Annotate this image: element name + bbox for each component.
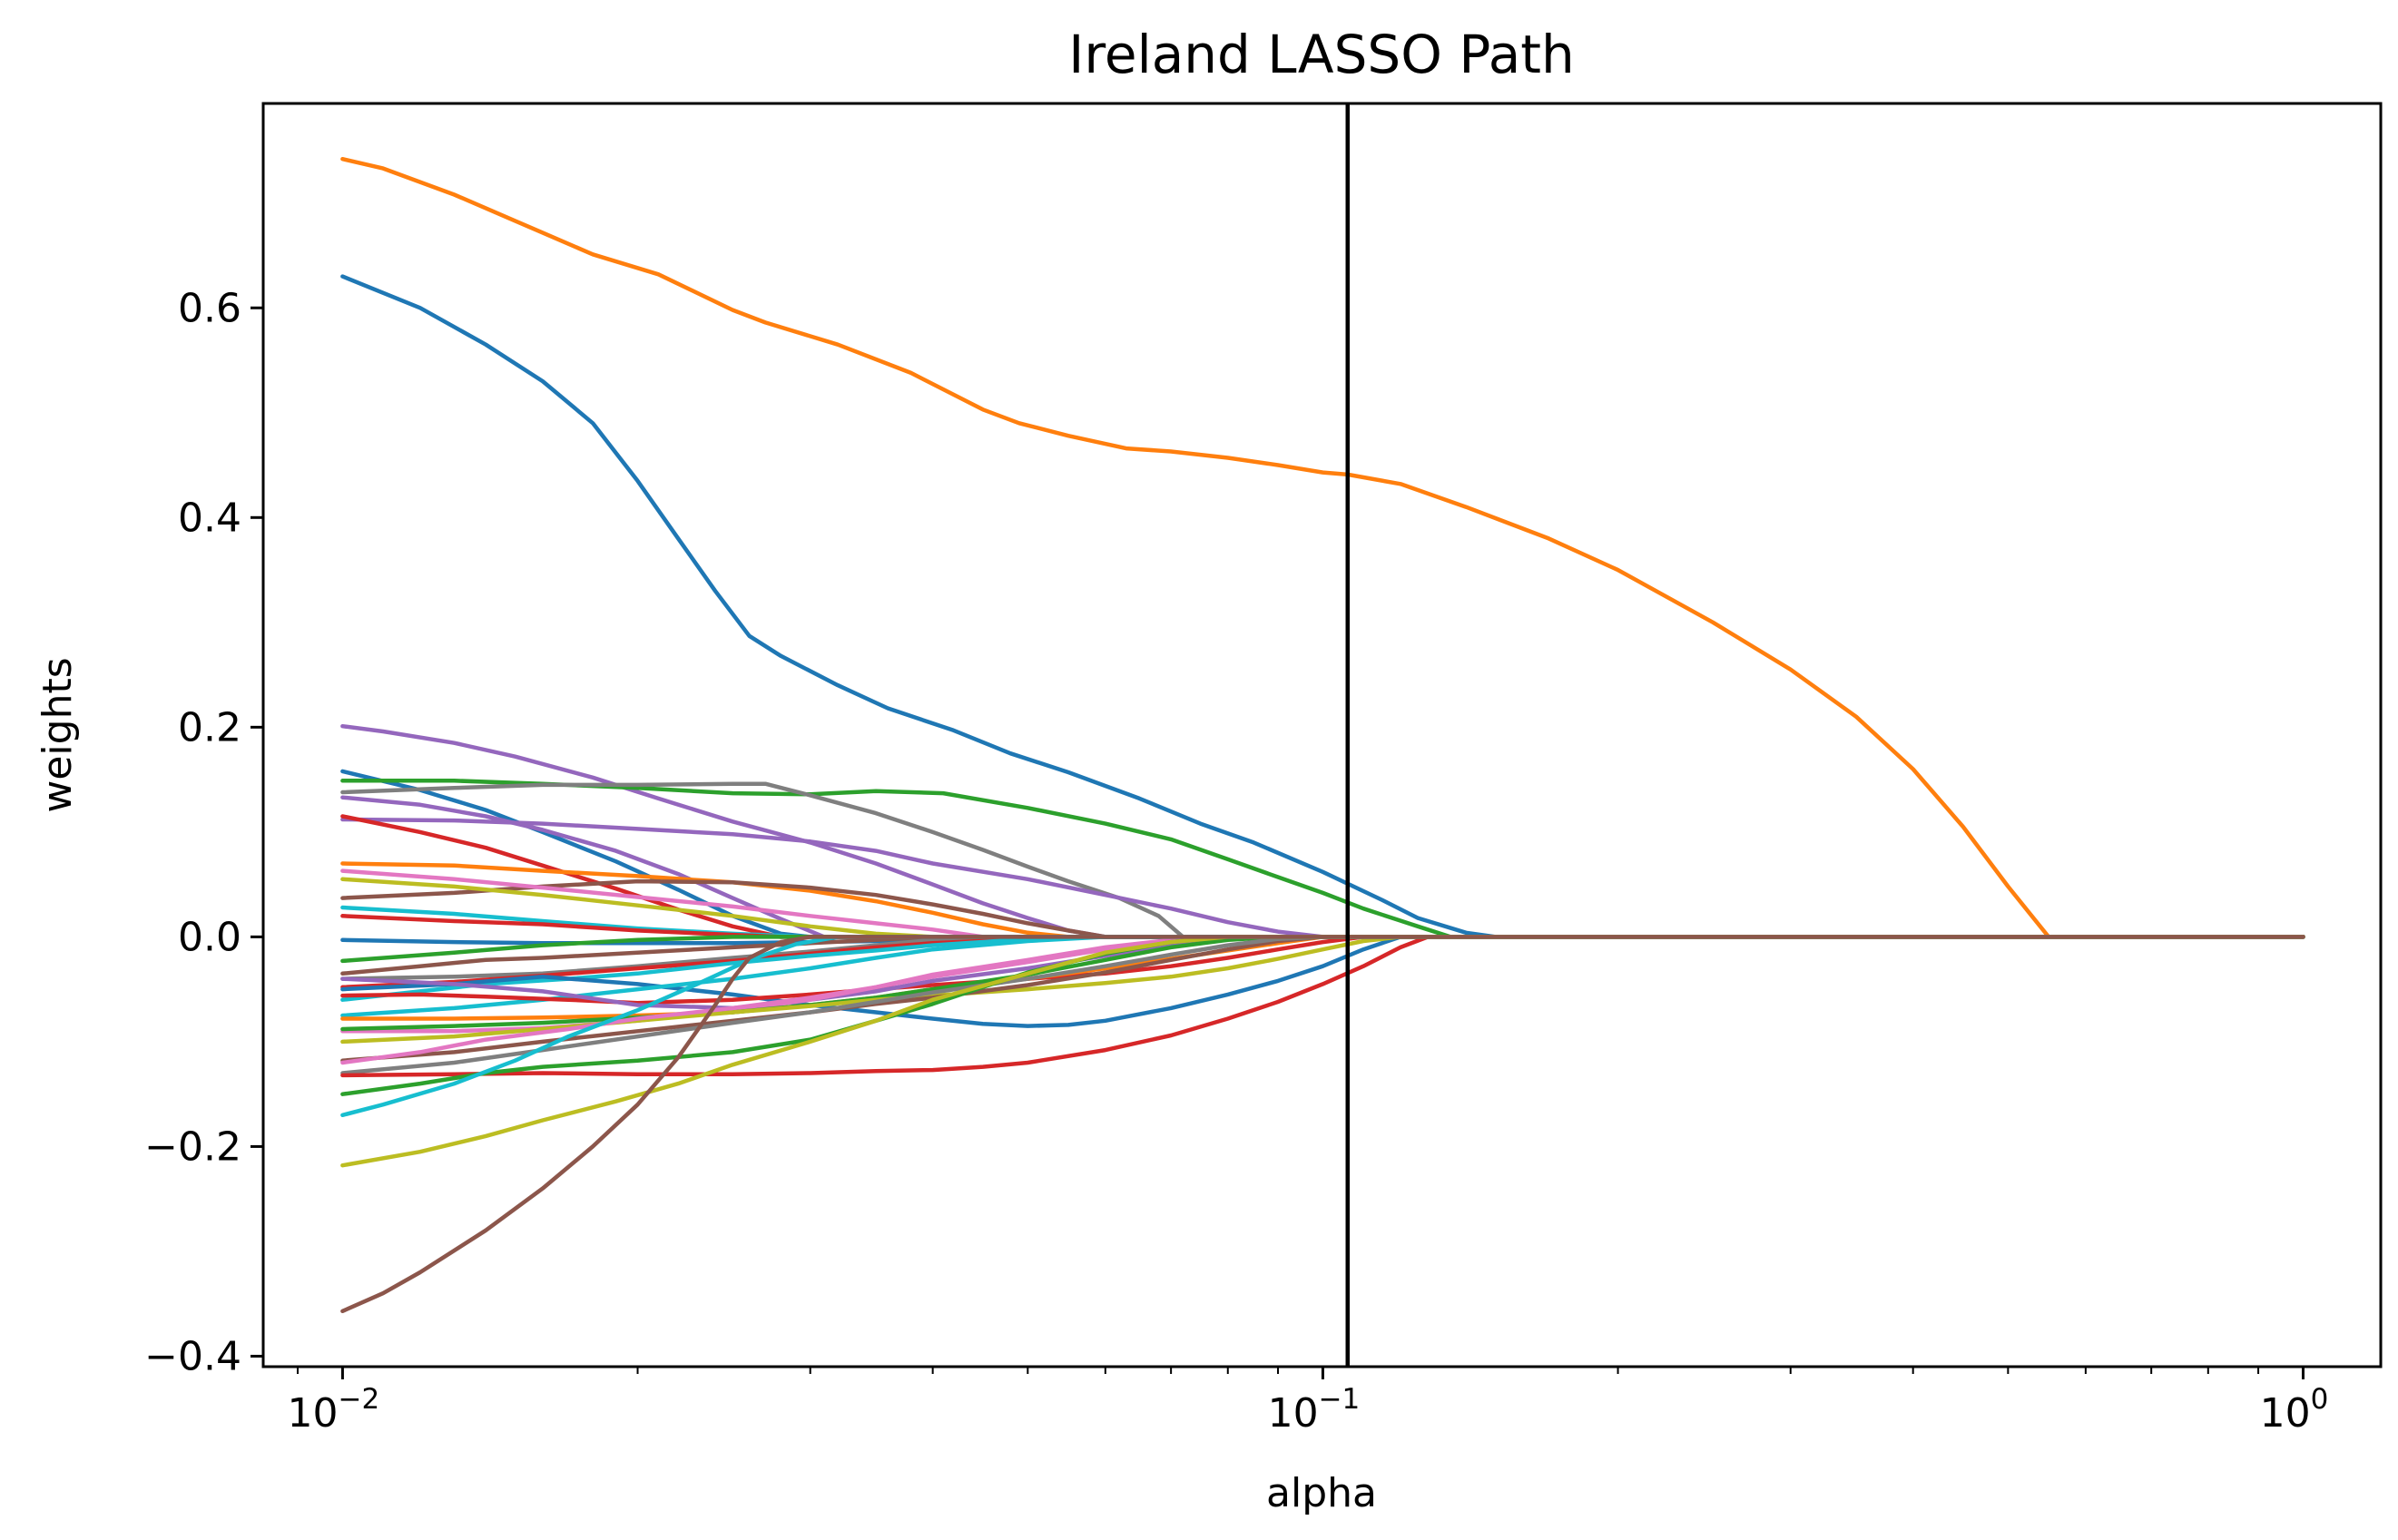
- series-line-12: [340, 868, 2305, 939]
- y-axis-label: weights: [34, 657, 81, 812]
- x-tick-label: 10−1: [1268, 1383, 1361, 1437]
- x-tick-label: 10−2: [288, 1383, 380, 1437]
- y-tick-label: 0.6: [178, 285, 241, 331]
- series-line-37: [340, 935, 2305, 1314]
- plot-area: [340, 103, 2305, 1367]
- series-line-10: [340, 861, 2305, 939]
- x-tick-label: 100: [2260, 1383, 2329, 1437]
- series-line-2: [340, 274, 2305, 939]
- series-line-23: [340, 935, 2305, 1018]
- plot-frame: [261, 102, 2383, 1368]
- series-line-6: [340, 781, 2305, 939]
- series-line-7: [340, 795, 2305, 939]
- series-line-22: [340, 935, 2305, 1028]
- series-line-32: [340, 935, 2305, 1065]
- series-line-31: [340, 935, 2305, 1075]
- series-line-35: [340, 935, 2305, 1118]
- axes: −0.4 −0.2 0.0 0.2 0.4 0.6 10−2 10−1 100: [144, 285, 2328, 1437]
- series-line-4: [340, 769, 2305, 939]
- chart-title: Ireland LASSO Path: [1068, 24, 1575, 85]
- y-tick-label: −0.4: [144, 1333, 241, 1379]
- y-tick-label: 0.4: [178, 495, 241, 541]
- x-axis-label: alpha: [1266, 1470, 1377, 1516]
- series-line-33: [340, 935, 2305, 1078]
- y-tick-label: 0.0: [178, 914, 241, 960]
- series-line-8: [340, 817, 2305, 939]
- series-line-30: [340, 935, 2305, 1063]
- y-tick-label: −0.2: [144, 1123, 241, 1170]
- series-line-28: [340, 935, 2305, 1032]
- series-line-5: [340, 779, 2305, 939]
- series-line-1: [340, 156, 2305, 939]
- series-line-24: [340, 935, 2305, 1005]
- y-tick-label: 0.2: [178, 704, 241, 750]
- series-line-36: [340, 935, 2305, 1168]
